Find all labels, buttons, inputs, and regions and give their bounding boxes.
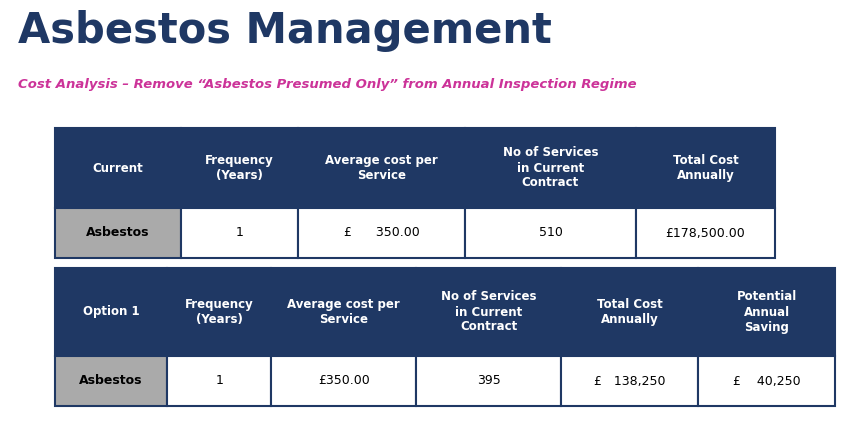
Bar	[167, 356, 271, 406]
Bar	[698, 268, 835, 356]
Text: Total Cost
Annually: Total Cost Annually	[672, 154, 739, 182]
Text: Total Cost
Annually: Total Cost Annually	[597, 298, 663, 326]
Text: Asbestos: Asbestos	[86, 227, 149, 239]
Text: Option 1: Option 1	[83, 305, 139, 319]
Bar	[698, 356, 835, 406]
Text: Frequency
(Years): Frequency (Years)	[205, 154, 274, 182]
Text: Asbestos Management: Asbestos Management	[18, 10, 552, 52]
Text: Frequency
(Years): Frequency (Years)	[185, 298, 253, 326]
Text: No of Services
in Current
Contract: No of Services in Current Contract	[442, 291, 537, 334]
Text: £      350.00: £ 350.00	[344, 227, 420, 239]
Text: Asbestos: Asbestos	[79, 374, 143, 388]
Text: 395: 395	[477, 374, 501, 388]
Text: £350.00: £350.00	[318, 374, 370, 388]
Text: Cost Analysis – Remove “Asbestos Presumed Only” from Annual Inspection Regime: Cost Analysis – Remove “Asbestos Presume…	[18, 78, 637, 91]
Bar	[298, 128, 465, 208]
Text: Average cost per
Service: Average cost per Service	[288, 298, 400, 326]
Bar	[465, 128, 636, 208]
Bar	[167, 268, 271, 356]
Text: £    40,250: £ 40,250	[733, 374, 800, 388]
Text: Current: Current	[92, 161, 143, 175]
Text: 1: 1	[235, 227, 244, 239]
Text: £   138,250: £ 138,250	[594, 374, 665, 388]
Bar	[271, 268, 416, 356]
Bar	[465, 208, 636, 258]
Bar	[562, 356, 698, 406]
Bar	[271, 356, 416, 406]
Bar	[55, 128, 181, 208]
Text: 510: 510	[538, 227, 562, 239]
Bar	[55, 356, 167, 406]
Bar	[181, 208, 298, 258]
Bar	[416, 356, 562, 406]
Text: Average cost per
Service: Average cost per Service	[325, 154, 438, 182]
Bar	[636, 208, 775, 258]
Bar	[562, 268, 698, 356]
Bar	[55, 208, 181, 258]
Text: £178,500.00: £178,500.00	[665, 227, 746, 239]
Bar	[416, 268, 562, 356]
Bar	[55, 268, 167, 356]
Text: Potential
Annual
Saving: Potential Annual Saving	[736, 291, 797, 334]
Text: 1: 1	[215, 374, 223, 388]
Bar	[636, 128, 775, 208]
Bar	[181, 128, 298, 208]
Text: No of Services
in Current
Contract: No of Services in Current Contract	[503, 147, 598, 190]
Bar	[298, 208, 465, 258]
